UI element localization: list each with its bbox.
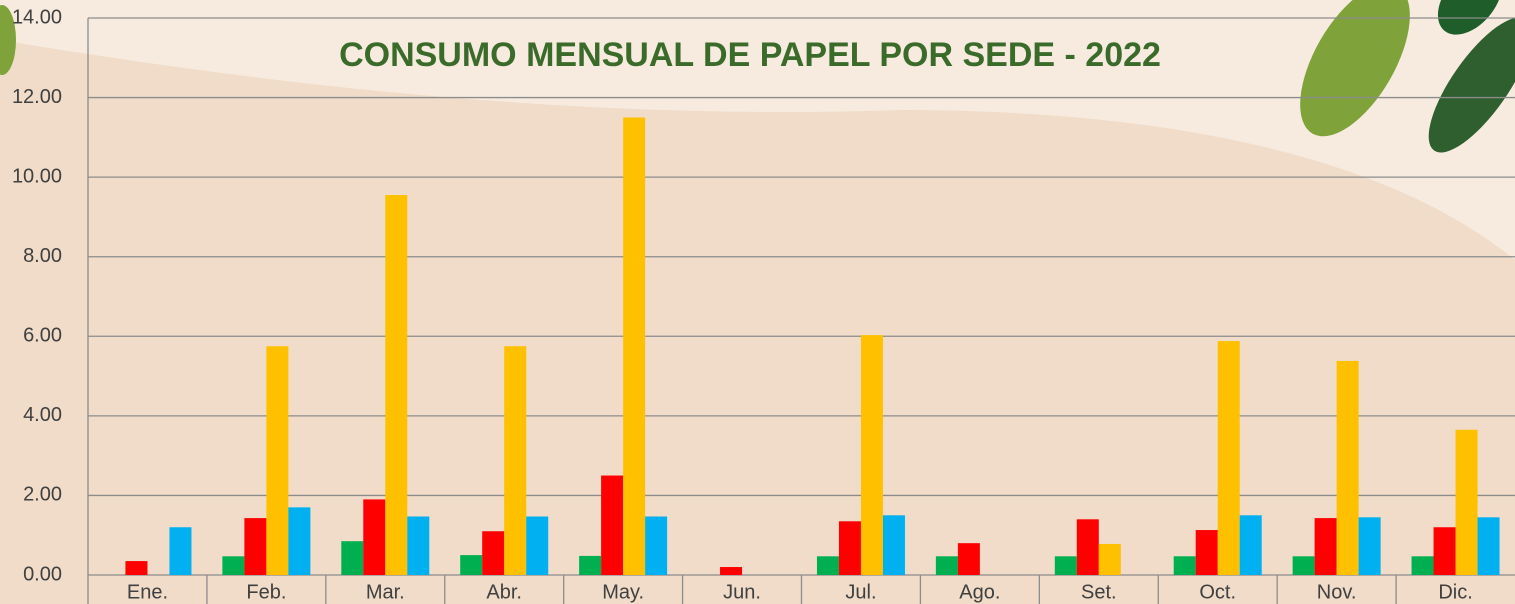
bar	[504, 346, 527, 575]
bar	[385, 195, 408, 575]
x-tick-label: Feb.	[246, 581, 286, 603]
bar	[645, 516, 668, 575]
bar	[1358, 517, 1381, 575]
bar	[1076, 519, 1099, 575]
x-tick-label: Dic.	[1438, 581, 1472, 603]
bar	[460, 555, 483, 575]
bar	[288, 507, 311, 575]
x-tick-label: Set.	[1081, 581, 1117, 603]
leaf	[1428, 17, 1515, 153]
bar	[407, 516, 430, 575]
y-tick-label: 0.00	[23, 563, 62, 585]
bar	[482, 531, 505, 575]
y-tick-label: 8.00	[23, 245, 62, 267]
y-tick-label: 10.00	[12, 165, 62, 187]
bar	[935, 556, 958, 575]
bar	[623, 117, 646, 575]
bar	[266, 346, 289, 575]
bar	[957, 543, 980, 575]
bar	[882, 515, 905, 575]
bar	[1433, 527, 1456, 575]
x-tick-label: Nov.	[1317, 581, 1357, 603]
y-tick-label: 14.00	[12, 6, 62, 28]
bar	[526, 516, 549, 575]
bar	[1336, 360, 1359, 575]
bar	[1098, 543, 1121, 575]
bar	[222, 556, 245, 575]
x-tick-label: Ago.	[959, 581, 1000, 603]
leaf	[0, 5, 16, 75]
bar	[1477, 517, 1500, 575]
x-tick-label: Oct.	[1199, 581, 1236, 603]
bar	[244, 518, 267, 575]
background-blob	[0, 0, 1515, 260]
bar	[1239, 515, 1262, 575]
y-tick-label: 4.00	[23, 404, 62, 426]
x-tick-label: Jul.	[845, 581, 876, 603]
y-tick-label: 12.00	[12, 86, 62, 108]
bar	[579, 555, 602, 575]
bar	[720, 567, 743, 575]
bar	[341, 541, 364, 575]
x-tick-label: Mar.	[366, 581, 405, 603]
bar	[1195, 530, 1218, 575]
bar	[1292, 556, 1315, 575]
bar	[816, 556, 839, 575]
x-tick-label: May.	[602, 581, 644, 603]
x-tick-label: Abr.	[486, 581, 522, 603]
x-tick-label: Ene.	[127, 581, 168, 603]
chart-title: CONSUMO MENSUAL DE PAPEL POR SEDE - 2022	[339, 36, 1161, 74]
bar	[1173, 556, 1196, 575]
y-tick-label: 6.00	[23, 325, 62, 347]
leaf	[1437, 0, 1503, 35]
bar	[1455, 429, 1478, 575]
bar	[169, 527, 192, 575]
x-tick-label: Jun.	[723, 581, 761, 603]
bar	[363, 499, 386, 575]
bar	[601, 475, 624, 575]
bar	[1054, 556, 1077, 575]
bar	[1217, 341, 1240, 575]
bar	[1411, 556, 1434, 575]
bar	[860, 335, 883, 575]
bar	[838, 521, 861, 575]
y-tick-label: 2.00	[23, 484, 62, 506]
bar	[1314, 518, 1337, 575]
bar	[125, 561, 148, 575]
